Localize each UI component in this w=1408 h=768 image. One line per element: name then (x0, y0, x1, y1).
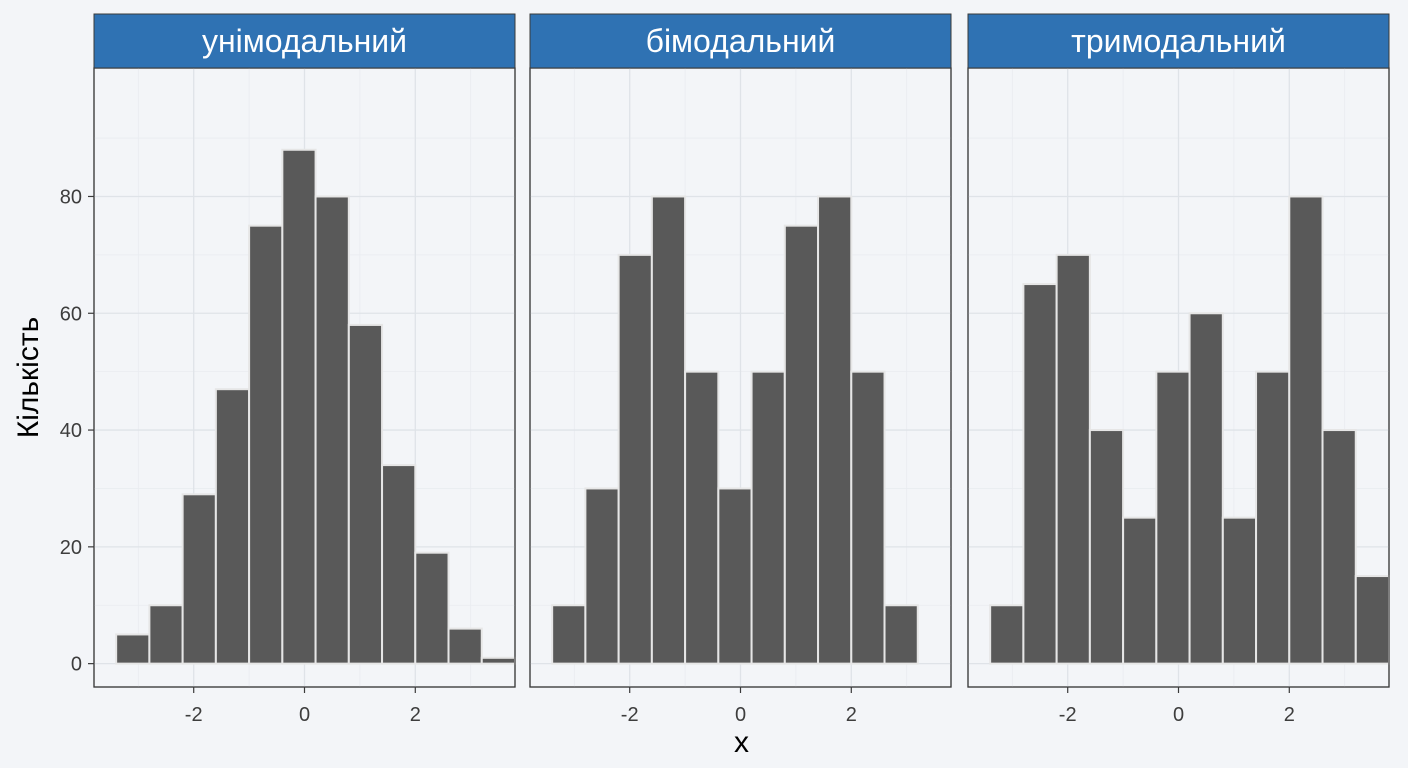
histogram-bar (1055, 253, 1091, 665)
histogram-bar (1255, 370, 1291, 665)
histogram-bar (347, 323, 384, 665)
panel-2: бімодальний -2 0 2 (529, 13, 952, 726)
histogram-bar (181, 493, 217, 665)
histogram-bar (214, 388, 251, 665)
facet-strip (529, 13, 952, 69)
x-tick-label: 2 (846, 704, 857, 726)
y-tick-label: 40 (60, 420, 82, 442)
histogram-bar (584, 487, 620, 665)
histogram-bar (414, 551, 450, 665)
histogram-bar (381, 464, 417, 665)
facet-strip (967, 13, 1390, 69)
histogram-bar (1188, 312, 1224, 665)
histogram-bar (750, 370, 786, 665)
facet-label: унімодальний (202, 23, 407, 59)
x-tick-label: -2 (185, 704, 203, 726)
x-tick-label: 2 (1284, 704, 1295, 726)
histogram-bar (817, 195, 853, 665)
histogram-bar (281, 148, 317, 665)
histogram-bar (684, 370, 720, 665)
histogram-bar (1088, 429, 1125, 665)
histogram-bar (1122, 516, 1158, 665)
x-tick-label: 0 (735, 704, 746, 726)
histogram-bar (1022, 283, 1058, 665)
histogram-bar (551, 604, 587, 665)
facet-label: тримодальний (1071, 23, 1286, 59)
histogram-bar (1354, 575, 1391, 665)
histogram-bar (480, 656, 516, 665)
histogram-bar (617, 253, 653, 665)
histogram-bar (717, 487, 753, 665)
histogram-bar (148, 604, 184, 665)
histogram-bar (783, 224, 820, 665)
histogram-bar (248, 224, 284, 665)
histogram-bar (115, 633, 151, 665)
x-tick-label: -2 (1059, 704, 1077, 726)
y-axis-title: Кількість (12, 317, 45, 438)
y-axis: 0 20 40 60 80 (60, 186, 94, 676)
histogram-bar (883, 604, 919, 665)
histogram-bar (989, 604, 1025, 665)
histogram-bar (1321, 429, 1357, 665)
y-tick-label: 60 (60, 303, 82, 325)
histogram-bar (650, 195, 687, 665)
panel-3: тримодальний -2 0 2 (967, 13, 1391, 726)
y-tick-label: 80 (60, 186, 82, 208)
y-tick-label: 20 (60, 537, 82, 559)
panel-1: унімодальний -2 0 2 (93, 13, 516, 726)
x-tick-label: -2 (621, 704, 639, 726)
x-axis-title: x (734, 726, 749, 759)
facet-strip (93, 13, 516, 69)
x-tick-label: 0 (1173, 704, 1184, 726)
histogram-bar (850, 370, 886, 665)
histogram-bar (1155, 370, 1191, 665)
histogram-bar (314, 195, 350, 665)
histogram-bar (1221, 516, 1258, 665)
x-tick-label: 0 (299, 704, 310, 726)
histogram-bar (447, 627, 483, 665)
x-tick-label: 2 (410, 704, 421, 726)
y-tick-label: 0 (71, 654, 82, 676)
histogram-bar (1288, 195, 1324, 665)
facet-label: бімодальний (646, 23, 836, 59)
